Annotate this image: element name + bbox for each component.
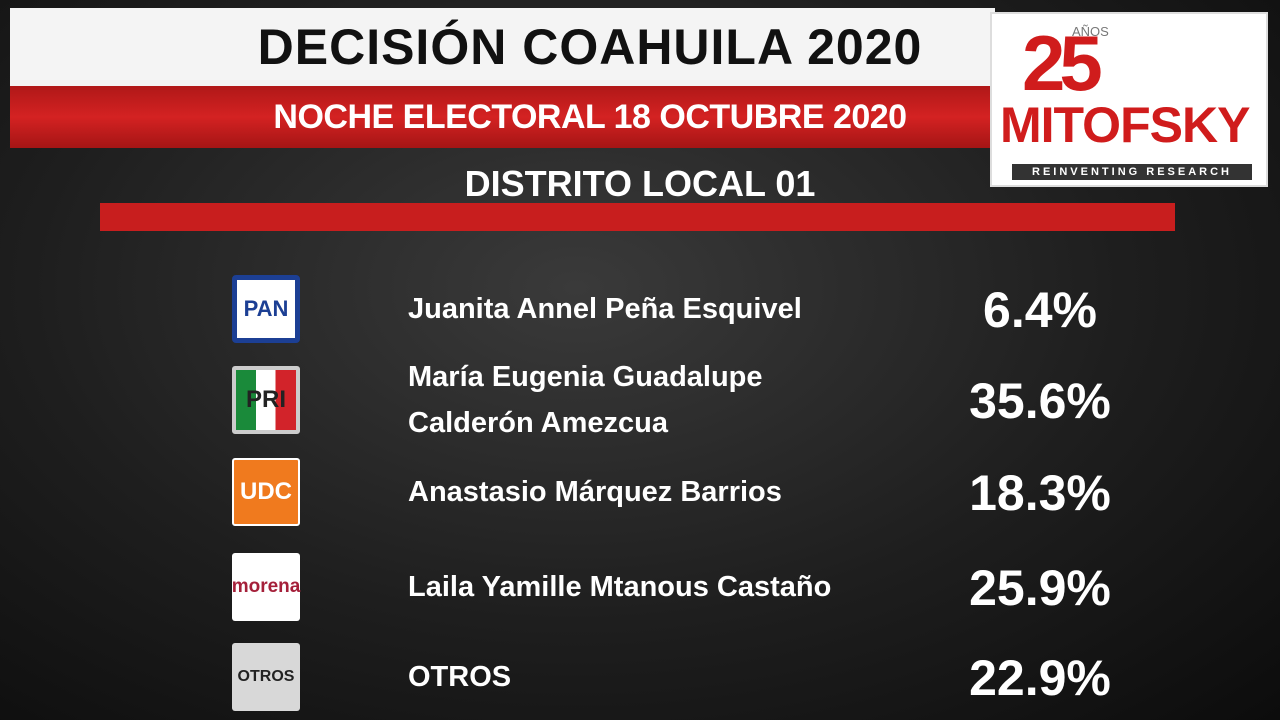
party-label: UDC [240, 478, 292, 505]
percentage: 18.3% [969, 465, 1111, 521]
percentage: 6.4% [983, 282, 1097, 338]
logo-number: 25 [1022, 19, 1103, 107]
party-label: OTROS [237, 668, 295, 685]
logo-years: AÑOS [1072, 24, 1109, 39]
subtitle-band [10, 86, 995, 148]
candidate-name: María Eugenia Guadalupe [408, 361, 763, 393]
percentage: 35.6% [969, 373, 1111, 429]
candidate-name: Juanita Annel Peña Esquivel [408, 293, 802, 325]
party-logo: UDC [232, 458, 300, 526]
candidate-name: Anastasio Márquez Barrios [408, 476, 782, 508]
title-band [10, 8, 995, 86]
party-label: PAN [243, 296, 289, 321]
title: DECISIÓN COAHUILA 2020 [257, 19, 923, 75]
subtitle: NOCHE ELECTORAL 18 OCTUBRE 2020 [273, 98, 907, 136]
logo-brand: MITOFSKY [1000, 97, 1250, 153]
candidate-name: Laila Yamille Mtanous Castaño [408, 571, 832, 603]
percentage: 22.9% [969, 650, 1111, 706]
party-logo: PAN [232, 275, 300, 343]
divider [100, 203, 1175, 231]
candidate-name: Calderón Amezcua [408, 407, 668, 439]
candidate-name: OTROS [408, 661, 512, 693]
logo-tagline: REINVENTING RESEARCH [1012, 164, 1252, 180]
party-logo: PRI [232, 366, 300, 434]
party-logo: OTROS [232, 643, 300, 711]
party-logo: morena [232, 553, 300, 621]
logo: 25 AÑOS MITOFSKY REINVENTING RESEARCH [990, 12, 1268, 187]
party-label: morena [231, 576, 301, 597]
percentage: 25.9% [969, 560, 1111, 616]
party-label: PRI [245, 386, 286, 413]
district: DISTRITO LOCAL 01 [464, 163, 816, 204]
